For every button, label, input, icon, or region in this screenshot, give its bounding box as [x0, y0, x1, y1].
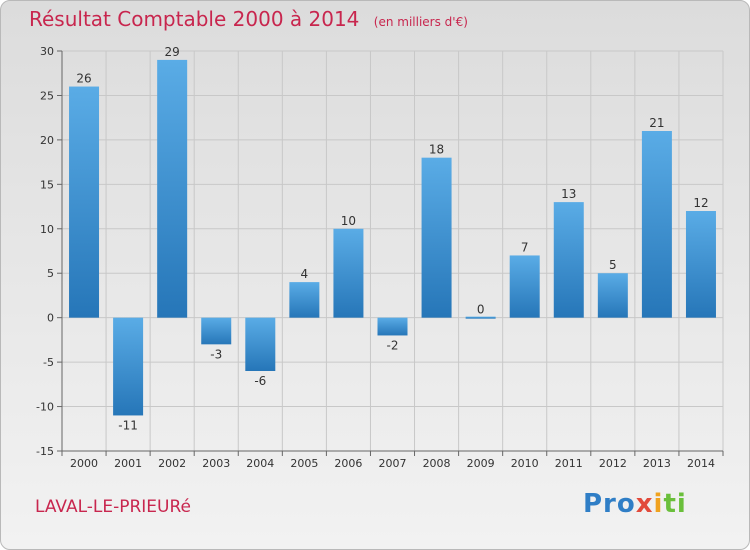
- data-label: -3: [210, 347, 222, 361]
- data-label: 4: [301, 267, 309, 281]
- y-tick-label: 0: [47, 312, 54, 325]
- x-tick-label: 2007: [379, 457, 407, 470]
- data-label: -11: [118, 418, 138, 432]
- x-tick-label: 2002: [158, 457, 186, 470]
- bar-2001: [113, 317, 144, 416]
- bar-2004: [245, 317, 276, 371]
- data-label: 0: [477, 303, 485, 317]
- x-tick-label: 2001: [114, 457, 142, 470]
- x-tick-label: 2003: [202, 457, 230, 470]
- data-label: 18: [429, 143, 444, 157]
- data-label: 29: [165, 45, 180, 59]
- bar-2009: [465, 316, 496, 319]
- bar-2002: [157, 59, 188, 318]
- bar-2000: [69, 86, 100, 318]
- y-tick-label: 15: [40, 178, 54, 191]
- bar-2011: [553, 202, 584, 318]
- y-tick-label: 25: [40, 89, 54, 102]
- bar-2007: [377, 317, 408, 336]
- y-tick-label: -15: [36, 445, 54, 458]
- bar-2006: [333, 228, 364, 318]
- data-label: 12: [693, 196, 708, 210]
- x-tick-label: 2004: [246, 457, 274, 470]
- logo-part-3: i: [653, 489, 664, 519]
- bar-2012: [597, 273, 628, 318]
- bar-2008: [421, 157, 452, 318]
- x-tick-label: 2006: [334, 457, 362, 470]
- bar-2010: [509, 255, 540, 318]
- x-tick-label: 2012: [599, 457, 627, 470]
- y-tick-label: -5: [43, 356, 54, 369]
- axes: -15 -10 -5 0 5 10 15 20 25 30 2000 2001 2002 2003 2004…: [36, 45, 724, 470]
- data-label: 26: [76, 72, 91, 86]
- bars: [69, 59, 716, 416]
- x-tick-label: 2014: [687, 457, 715, 470]
- chart-title-text: Résultat Comptable 2000 à 2014: [29, 7, 360, 31]
- data-label: 13: [561, 187, 576, 201]
- proxiti-logo: Proxiti: [583, 489, 687, 519]
- chart-subtitle: (en milliers d'€): [373, 15, 468, 29]
- data-label: 5: [609, 258, 617, 272]
- bar-2014: [685, 211, 716, 318]
- data-labels: 26 -11 29 -3 -6 4 10 -2 18 0 7 13 5 21 12: [76, 45, 708, 433]
- data-label: 10: [341, 214, 356, 228]
- bar-2005: [289, 282, 320, 318]
- x-tick-label: 2013: [643, 457, 671, 470]
- y-tick-label: 20: [40, 134, 54, 147]
- data-label: 21: [649, 116, 664, 130]
- data-label: -6: [254, 374, 266, 388]
- logo-part-2: x: [635, 489, 654, 519]
- x-tick-label: 2009: [467, 457, 495, 470]
- y-tick-label: 30: [40, 45, 54, 58]
- logo-part-4: ti: [663, 489, 687, 519]
- bar-2003: [201, 317, 232, 345]
- commune-name: LAVAL-LE-PRIEURé: [35, 497, 191, 517]
- data-label: -2: [387, 338, 399, 352]
- y-tick-label: -10: [36, 401, 54, 414]
- x-tick-label: 2011: [555, 457, 583, 470]
- logo-part-1: Pro: [583, 489, 636, 519]
- x-tick-label: 2008: [423, 457, 451, 470]
- x-tick-label: 2000: [70, 457, 98, 470]
- x-tick-label: 2005: [290, 457, 318, 470]
- data-label: 7: [521, 240, 529, 254]
- bar-2013: [641, 131, 672, 318]
- y-tick-label: 10: [40, 223, 54, 236]
- chart-title: Résultat Comptable 2000 à 2014 (en milli…: [29, 7, 468, 31]
- x-tick-label: 2010: [511, 457, 539, 470]
- y-tick-label: 5: [47, 267, 54, 280]
